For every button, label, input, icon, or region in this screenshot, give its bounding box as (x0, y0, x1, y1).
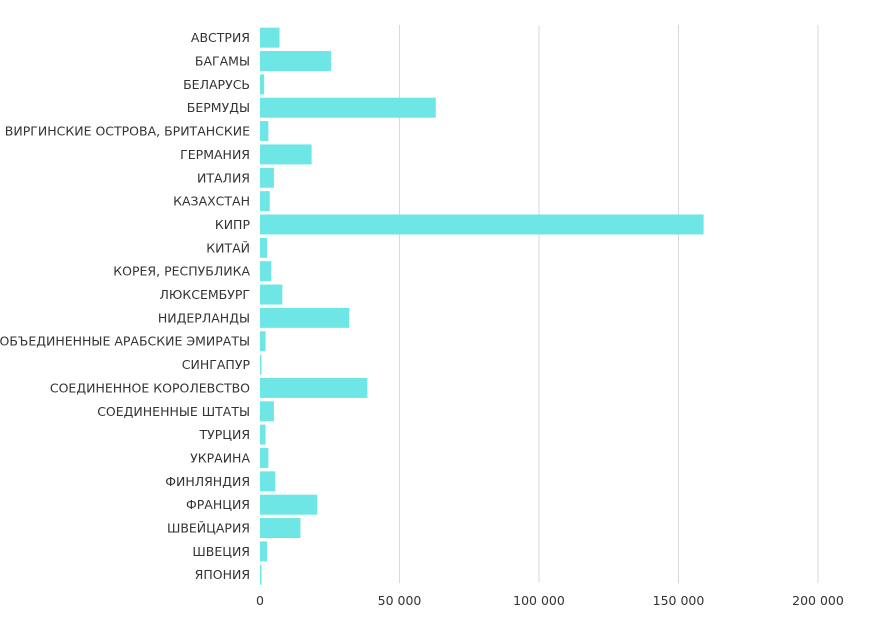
bar (260, 121, 269, 142)
bar (260, 471, 276, 492)
category-label: КИПР (215, 217, 251, 232)
bar (260, 261, 272, 282)
category-label: НИДЕРЛАНДЫ (158, 310, 250, 325)
category-label: СИНГАПУР (182, 357, 251, 372)
bar (260, 27, 280, 48)
category-label: ОБЪЕДИНЕННЫЕ АРАБСКИЕ ЭМИРАТЫ (0, 334, 250, 349)
category-label: АВСТРИЯ (191, 30, 250, 45)
bar (260, 237, 267, 258)
bar (260, 97, 436, 118)
bar (260, 354, 262, 375)
bar (260, 167, 274, 188)
category-label: КИТАЙ (206, 240, 250, 255)
category-label: СОЕДИНЕННОЕ КОРОЛЕВСТВО (50, 380, 250, 395)
x-tick-label: 50 000 (378, 593, 422, 608)
category-label: КОРЕЯ, РЕСПУБЛИКА (113, 264, 250, 279)
category-label: БЕЛАРУСЬ (183, 77, 250, 92)
category-label: БАГАМЫ (195, 54, 250, 69)
category-label: КАЗАХСТАН (173, 194, 250, 209)
x-tick-label: 0 (256, 593, 264, 608)
bar (260, 377, 368, 398)
bar (260, 401, 274, 422)
x-tick-label: 100 000 (513, 593, 565, 608)
category-label: ЯПОНИЯ (195, 567, 250, 582)
x-tick-label: 200 000 (792, 593, 844, 608)
bar (260, 494, 318, 515)
category-label: УКРАИНА (190, 450, 250, 465)
category-labels: АВСТРИЯ БАГАМЫ БЕЛАРУСЬ БЕРМУДЫ ВИРГИНСКИЕ О… (0, 30, 250, 582)
bar (260, 307, 350, 328)
bar (260, 214, 704, 235)
grid-lines (399, 25, 819, 583)
bar (260, 424, 266, 445)
bars (260, 27, 704, 585)
x-axis-tick-labels: 0 50 000 100 000 150 000 200 000 (256, 593, 844, 608)
category-label: ЛЮКСЕМБУРГ (159, 287, 250, 302)
category-label: ГЕРМАНИЯ (180, 147, 250, 162)
bar (260, 51, 332, 72)
category-label: ФРАНЦИЯ (186, 497, 250, 512)
category-label: ВИРГИНСКИЕ ОСТРОВА, БРИТАНСКИЕ (5, 124, 250, 139)
bar (260, 541, 267, 562)
bar (260, 74, 265, 95)
category-label: ИТАЛИЯ (197, 170, 250, 185)
bar (260, 331, 266, 352)
category-label: ШВЕЙЦАРИЯ (167, 521, 250, 536)
category-label: БЕРМУДЫ (187, 100, 250, 115)
x-tick-label: 150 000 (653, 593, 705, 608)
category-label: ТУРЦИЯ (198, 427, 250, 442)
category-label: СОЕДИНЕННЫЕ ШТАТЫ (97, 404, 250, 419)
category-label: ФИНЛЯНДИЯ (165, 474, 250, 489)
bar (260, 191, 270, 212)
bar (260, 144, 312, 165)
bar (260, 518, 301, 539)
bar (260, 284, 283, 305)
category-label: ШВЕЦИЯ (192, 544, 250, 559)
bar (260, 447, 269, 468)
bar (260, 564, 262, 585)
